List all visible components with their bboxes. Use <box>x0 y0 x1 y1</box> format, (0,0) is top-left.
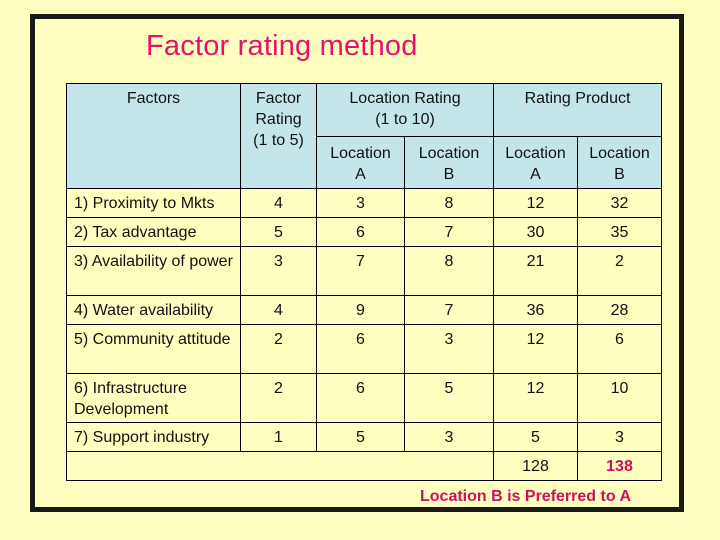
factor-rating: 1 <box>240 422 317 452</box>
product-a: 30 <box>493 217 578 247</box>
header-product-b: Location B <box>577 136 662 189</box>
factor-name: 4) Water availability <box>66 295 241 325</box>
location-a-rating: 7 <box>316 246 405 296</box>
conclusion-text: Location B is Preferred to A <box>420 488 631 505</box>
table-row: 2) Tax advantage 5 6 7 30 35 <box>66 217 662 247</box>
location-b-rating: 8 <box>404 188 494 218</box>
product-a: 12 <box>493 324 578 374</box>
product-b: 2 <box>577 246 662 296</box>
location-a-rating: 5 <box>316 422 405 452</box>
product-a: 21 <box>493 246 578 296</box>
header-location-rating: Location Rating (1 to 10) <box>316 83 494 137</box>
table-row: 5) Community attitude 2 6 3 12 6 <box>66 324 662 374</box>
table-row: 7) Support industry 1 5 3 5 3 <box>66 422 662 452</box>
product-b: 32 <box>577 188 662 218</box>
factor-name: 2) Tax advantage <box>66 217 241 247</box>
location-a-rating: 6 <box>316 324 405 374</box>
header-factors: Factors <box>66 83 241 189</box>
header-factor-rating: Factor Rating (1 to 5) <box>240 83 317 189</box>
product-b: 28 <box>577 295 662 325</box>
location-a-rating: 9 <box>316 295 405 325</box>
table-row: 3) Availability of power 3 7 8 21 2 <box>66 246 662 296</box>
product-b: 3 <box>577 422 662 452</box>
factor-name: 7) Support industry <box>66 422 241 452</box>
product-b: 10 <box>577 373 662 423</box>
factor-rating: 3 <box>240 246 317 296</box>
factor-name: 6) Infrastructure Development <box>66 373 241 423</box>
header-location-rating-b: Location B <box>404 136 494 189</box>
location-b-rating: 8 <box>404 246 494 296</box>
factor-rating-table: Factors Factor Rating (1 to 5) Location … <box>66 83 662 481</box>
location-a-rating: 6 <box>316 373 405 423</box>
table-row: 6) Infrastructure Development 2 6 5 12 1… <box>66 373 662 423</box>
factor-name: 5) Community attitude <box>66 324 241 374</box>
factor-name: 1) Proximity to Mkts <box>66 188 241 218</box>
product-a: 36 <box>493 295 578 325</box>
factor-rating: 5 <box>240 217 317 247</box>
product-a: 5 <box>493 422 578 452</box>
location-a-rating: 3 <box>316 188 405 218</box>
location-b-rating: 3 <box>404 422 494 452</box>
product-b: 35 <box>577 217 662 247</box>
totals-row: 128 138 <box>66 451 662 481</box>
factor-rating: 2 <box>240 373 317 423</box>
location-b-rating: 3 <box>404 324 494 374</box>
total-a: 128 <box>493 451 578 481</box>
header-location-rating-a: Location A <box>316 136 405 189</box>
table-row: 1) Proximity to Mkts 4 3 8 12 32 <box>66 188 662 218</box>
location-a-rating: 6 <box>316 217 405 247</box>
totals-spacer <box>66 451 494 481</box>
product-a: 12 <box>493 188 578 218</box>
total-b: 138 <box>577 451 662 481</box>
product-a: 12 <box>493 373 578 423</box>
header-rating-product: Rating Product <box>493 83 662 137</box>
factor-name: 3) Availability of power <box>66 246 241 296</box>
factor-rating: 4 <box>240 295 317 325</box>
factor-rating: 2 <box>240 324 317 374</box>
location-b-rating: 7 <box>404 217 494 247</box>
factor-rating: 4 <box>240 188 317 218</box>
header-product-a: Location A <box>493 136 578 189</box>
page-title: Factor rating method <box>146 30 418 62</box>
location-b-rating: 5 <box>404 373 494 423</box>
product-b: 6 <box>577 324 662 374</box>
location-b-rating: 7 <box>404 295 494 325</box>
table-row: 4) Water availability 4 9 7 36 28 <box>66 295 662 325</box>
